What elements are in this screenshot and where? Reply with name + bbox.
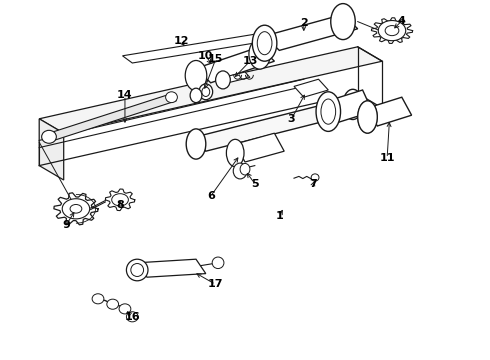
- Polygon shape: [368, 97, 412, 126]
- Ellipse shape: [131, 264, 144, 276]
- Polygon shape: [39, 47, 382, 133]
- Ellipse shape: [190, 88, 202, 103]
- Text: 15: 15: [208, 54, 223, 64]
- Ellipse shape: [212, 257, 224, 269]
- Ellipse shape: [316, 92, 341, 131]
- Polygon shape: [196, 47, 274, 83]
- Text: 1: 1: [275, 211, 283, 221]
- Text: 10: 10: [198, 51, 214, 61]
- Polygon shape: [39, 119, 64, 180]
- Ellipse shape: [358, 101, 377, 133]
- Text: 16: 16: [124, 312, 140, 322]
- Text: 3: 3: [288, 114, 295, 124]
- Text: 8: 8: [116, 200, 124, 210]
- Polygon shape: [223, 72, 250, 83]
- Ellipse shape: [321, 99, 336, 124]
- Ellipse shape: [70, 204, 82, 213]
- Ellipse shape: [92, 294, 104, 304]
- Ellipse shape: [252, 25, 277, 61]
- Polygon shape: [196, 97, 363, 151]
- Polygon shape: [122, 34, 265, 63]
- Polygon shape: [265, 14, 358, 50]
- Ellipse shape: [126, 312, 138, 322]
- Ellipse shape: [240, 163, 250, 175]
- Text: 17: 17: [208, 279, 223, 289]
- Polygon shape: [49, 94, 176, 140]
- Ellipse shape: [119, 304, 131, 314]
- Ellipse shape: [42, 130, 56, 143]
- Polygon shape: [328, 90, 372, 122]
- Text: 5: 5: [251, 179, 259, 189]
- Ellipse shape: [199, 84, 213, 100]
- Polygon shape: [235, 133, 284, 162]
- Ellipse shape: [343, 89, 363, 120]
- Text: 11: 11: [379, 153, 395, 163]
- Text: 13: 13: [242, 56, 258, 66]
- Text: 9: 9: [62, 220, 70, 230]
- Ellipse shape: [216, 71, 230, 89]
- Ellipse shape: [126, 259, 148, 281]
- Text: 4: 4: [398, 16, 406, 26]
- Ellipse shape: [311, 174, 319, 181]
- Text: 2: 2: [300, 18, 308, 28]
- Ellipse shape: [385, 26, 399, 36]
- Ellipse shape: [166, 92, 177, 103]
- Ellipse shape: [226, 139, 244, 167]
- Ellipse shape: [112, 194, 128, 206]
- Ellipse shape: [107, 299, 119, 309]
- Text: 6: 6: [207, 191, 215, 201]
- Ellipse shape: [185, 60, 207, 91]
- Ellipse shape: [186, 129, 206, 159]
- Text: 7: 7: [310, 179, 318, 189]
- Ellipse shape: [62, 199, 90, 219]
- Text: 12: 12: [173, 36, 189, 46]
- Ellipse shape: [202, 87, 210, 96]
- Ellipse shape: [233, 163, 247, 179]
- Ellipse shape: [378, 21, 406, 41]
- Polygon shape: [137, 259, 206, 277]
- Ellipse shape: [331, 4, 355, 40]
- Ellipse shape: [249, 39, 270, 69]
- Text: 14: 14: [117, 90, 133, 100]
- Polygon shape: [294, 79, 328, 97]
- Ellipse shape: [257, 32, 272, 55]
